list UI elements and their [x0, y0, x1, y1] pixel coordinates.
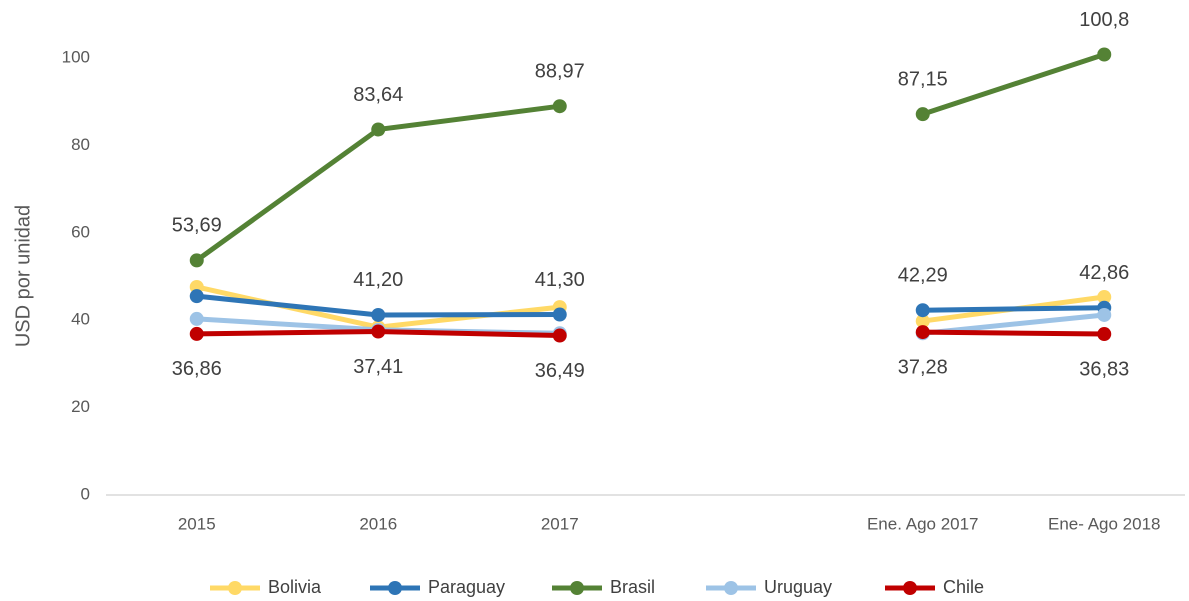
data-point [1097, 290, 1112, 305]
x-tick-label: 2017 [541, 514, 579, 533]
x-tick-label: Ene- Ago 2018 [1048, 514, 1160, 533]
data-point [1097, 327, 1112, 342]
y-tick-label: 0 [81, 484, 90, 503]
data-label: 88,97 [535, 60, 585, 82]
data-point [1097, 47, 1112, 62]
data-point [915, 325, 930, 340]
data-point [371, 324, 386, 339]
data-point [189, 311, 204, 326]
data-point [552, 307, 567, 322]
data-label: 42,86 [1079, 262, 1129, 284]
y-axis-title: USD por unidad [12, 205, 34, 347]
y-tick-label: 60 [71, 222, 90, 241]
legend-label: Chile [943, 577, 984, 597]
data-label: 36,86 [172, 358, 222, 380]
data-label: 42,29 [898, 264, 948, 286]
data-label: 100,8 [1079, 9, 1129, 31]
data-label: 87,15 [898, 68, 948, 90]
data-label: 37,41 [353, 356, 403, 378]
data-point [371, 307, 386, 322]
legend-label: Uruguay [764, 577, 832, 597]
legend-marker [903, 581, 917, 595]
legend-label: Paraguay [428, 577, 505, 597]
data-label: 36,49 [535, 360, 585, 382]
data-point [915, 303, 930, 318]
data-point [371, 122, 386, 137]
data-label: 41,20 [353, 269, 403, 291]
data-point [552, 328, 567, 343]
data-label: 37,28 [898, 356, 948, 378]
data-point [189, 253, 204, 268]
y-tick-label: 40 [71, 310, 90, 329]
data-label: 41,30 [535, 269, 585, 291]
legend-marker [228, 581, 242, 595]
legend-label: Bolivia [268, 577, 322, 597]
y-tick-label: 100 [62, 47, 90, 66]
x-tick-label: Ene. Ago 2017 [867, 514, 979, 533]
series-line [195, 52, 1106, 263]
data-point [915, 107, 930, 122]
legend-label: Brasil [610, 577, 655, 597]
data-point [915, 314, 930, 329]
series-line [196, 293, 1105, 318]
data-point [552, 99, 567, 114]
series-line [196, 329, 1105, 339]
data-point [1097, 307, 1112, 322]
legend-marker [388, 581, 402, 595]
data-label: 83,64 [353, 84, 403, 106]
legend-marker [570, 581, 584, 595]
x-tick-label: 2016 [359, 514, 397, 533]
data-label: 36,83 [1079, 358, 1129, 380]
y-tick-label: 20 [71, 397, 90, 416]
data-label: 53,69 [172, 215, 222, 237]
y-tick-label: 80 [71, 135, 90, 154]
legend-marker [724, 581, 738, 595]
x-tick-label: 2015 [178, 514, 216, 533]
data-point [189, 289, 204, 304]
data-point [189, 326, 204, 341]
